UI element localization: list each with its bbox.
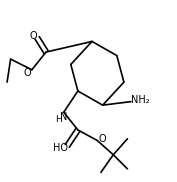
Text: O: O	[30, 31, 38, 41]
Text: HO: HO	[53, 143, 68, 153]
Text: N: N	[60, 112, 67, 122]
Text: NH₂: NH₂	[130, 95, 149, 105]
Text: O: O	[24, 68, 31, 78]
Text: O: O	[99, 134, 107, 144]
Text: H: H	[55, 115, 62, 124]
